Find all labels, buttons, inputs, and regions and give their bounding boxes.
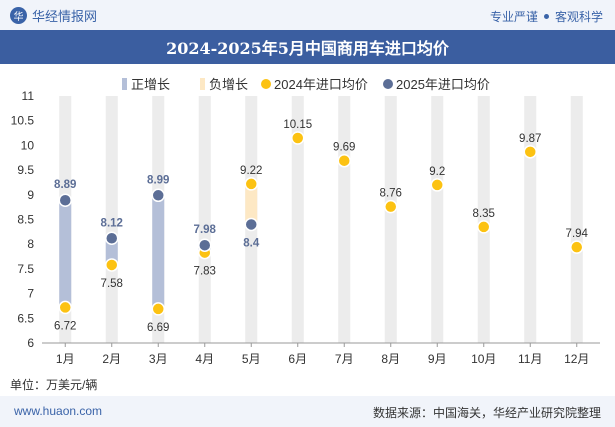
point-2024 [244, 177, 258, 191]
column-bg [477, 96, 490, 343]
data-label-2025: 7.98 [194, 224, 217, 236]
y-tick-label: 7 [27, 287, 34, 301]
point-2025 [58, 193, 72, 207]
y-tick-label: 11 [22, 89, 35, 103]
data-label-2025: 8.12 [101, 217, 123, 229]
legend-swatch-negative [200, 78, 205, 90]
x-tick-label: 11月 [518, 352, 542, 366]
separator-dot-icon [543, 14, 549, 19]
point-2024 [105, 258, 119, 272]
x-tick-label: 8月 [381, 352, 400, 366]
tagline-left: 专业严谨 [489, 10, 538, 24]
data-label-2024: 7.94 [566, 228, 589, 240]
y-tick-label: 8.5 [17, 213, 34, 227]
data-source: 数据来源：中国海关，华经产业研究院整理 [372, 406, 601, 420]
y-tick-label: 10 [21, 138, 35, 152]
x-tick-label: 10月 [471, 352, 496, 366]
negative-growth-bar [245, 183, 258, 225]
data-label-2024: 6.69 [147, 322, 169, 334]
legend-label-2024: 2024年进口均价 [274, 77, 368, 92]
data-label-2025: 8.99 [147, 174, 169, 186]
website-link[interactable]: www.huaon.com [14, 404, 103, 418]
data-label-2025: 8.89 [54, 179, 76, 191]
point-2025 [244, 217, 258, 232]
unit-label: 单位：万美元/辆 [10, 378, 98, 392]
y-tick-label: 9 [27, 188, 34, 202]
point-2024 [430, 178, 444, 192]
legend-label-positive: 正增长 [131, 77, 170, 92]
data-label-2025: 8.4 [243, 237, 260, 249]
point-2024 [337, 153, 351, 168]
column-bg [198, 96, 211, 343]
column-bg [384, 96, 397, 343]
point-2024 [570, 240, 584, 254]
point-2024 [477, 220, 491, 234]
y-tick-label: 6 [27, 336, 34, 350]
legend-label-2025: 2025年进口均价 [396, 77, 490, 92]
x-tick-label: 2月 [102, 352, 121, 366]
point-2024 [291, 131, 305, 145]
x-tick-label: 9月 [428, 352, 447, 366]
x-tick-label: 12月 [564, 352, 589, 366]
brand-name: 华经情报网 [32, 8, 98, 24]
footer-bar: www.huaon.com 数据来源：中国海关，华经产业研究院整理 [0, 396, 615, 427]
y-tick-label: 9.5 [17, 163, 34, 177]
brand: 华 华经情报网 [10, 6, 97, 24]
data-label-2024: 7.58 [101, 278, 123, 290]
point-2025 [198, 238, 212, 252]
legend-marker-2025 [383, 79, 393, 89]
brand-logo-icon: 华 [10, 6, 27, 24]
column-bg [105, 96, 118, 343]
tagline-right: 客观科学 [554, 10, 603, 24]
column-bg [570, 96, 583, 343]
point-2024 [523, 145, 537, 159]
y-tick-label: 10.5 [11, 114, 35, 128]
positive-growth-bar [105, 238, 118, 265]
data-label-2024: 9.87 [519, 133, 541, 145]
data-label-2024: 9.22 [240, 165, 262, 177]
x-tick-label: 7月 [335, 352, 354, 366]
legend-swatch-positive [122, 78, 127, 90]
x-tick-label: 5月 [242, 352, 261, 366]
column-bg [431, 96, 444, 343]
data-label-2024: 9.69 [333, 142, 355, 154]
x-tick-label: 1月 [56, 352, 75, 366]
y-tick-label: 6.5 [17, 311, 34, 325]
data-label-2024: 8.76 [380, 188, 402, 200]
data-label-2024: 7.83 [194, 266, 216, 278]
positive-growth-bar [152, 195, 165, 309]
x-tick-label: 3月 [149, 352, 168, 366]
column-bg [291, 96, 304, 343]
data-label-2024: 8.35 [473, 208, 495, 220]
data-label-2024: 10.15 [283, 119, 312, 131]
top-bar: 华 华经情报网 专业严谨 客观科学 [0, 0, 615, 30]
point-2025 [105, 231, 119, 246]
point-2024 [151, 302, 165, 316]
tagline: 专业严谨 客观科学 [490, 8, 603, 25]
data-label-2024: 9.2 [429, 166, 445, 178]
column-bg [338, 96, 351, 343]
x-tick-label: 6月 [288, 352, 307, 366]
point-2024 [384, 199, 398, 214]
data-label-2024: 6.72 [54, 320, 76, 332]
positive-growth-bar [59, 200, 72, 308]
point-2025 [151, 188, 165, 203]
legend-marker-2024 [261, 79, 271, 89]
x-tick-label: 4月 [195, 352, 214, 366]
chart-title: 2024-2025年5月中国商用车进口均价 [0, 30, 615, 64]
legend-label-negative: 负增长 [209, 77, 248, 92]
point-2024 [58, 300, 72, 315]
y-tick-label: 8 [27, 237, 34, 251]
y-tick-label: 7.5 [17, 262, 34, 276]
